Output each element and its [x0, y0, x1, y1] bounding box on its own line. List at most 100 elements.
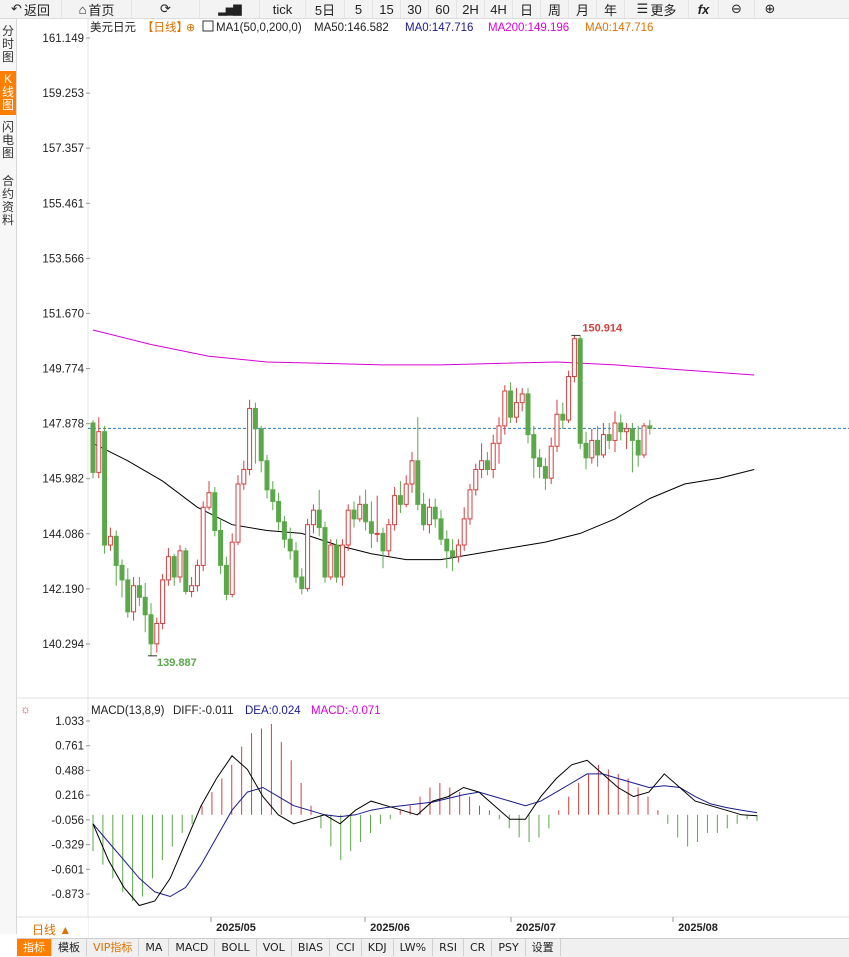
candle-up: [403, 483, 409, 505]
period-15m-button[interactable]: 15: [373, 0, 401, 18]
candle-up: [374, 532, 380, 535]
tab-kline[interactable]: K线图: [0, 71, 16, 115]
formula-button[interactable]: fx: [689, 0, 719, 18]
more-button[interactable]: ☰ 更多: [625, 0, 689, 18]
candle-up: [386, 524, 392, 552]
tab-boll[interactable]: BOLL: [215, 939, 257, 956]
candle-up: [461, 518, 467, 546]
candle-up: [229, 541, 235, 595]
tab-macd[interactable]: MACD: [169, 939, 216, 956]
ma200-line: [92, 329, 755, 376]
indicator-picture-icon[interactable]: [202, 20, 214, 32]
candle-up: [502, 390, 508, 427]
candle-up: [160, 579, 166, 624]
macd-tick-label: 1.033: [55, 716, 84, 728]
price-tick-label: 161.149: [42, 33, 84, 45]
tab-label: 分时图: [1, 24, 14, 64]
indicator-chart-button[interactable]: ▂▅▇: [200, 0, 260, 18]
back-button[interactable]: ↶ 返回: [0, 0, 62, 18]
period-indicator-box[interactable]: [17, 918, 88, 938]
settings-icon[interactable]: ⊕: [186, 22, 195, 34]
period-year-button[interactable]: 年: [597, 0, 625, 18]
ma-indicator-name: MA1(50,0,200,0): [216, 22, 302, 34]
tab-indicator[interactable]: 指标: [17, 939, 52, 956]
period-week-button[interactable]: 周: [541, 0, 569, 18]
candle-down: [334, 544, 340, 578]
macd-settings-icon[interactable]: ☼: [20, 702, 31, 716]
back-arrow-icon: ↶: [11, 1, 22, 16]
candle-down: [484, 460, 490, 470]
candle-down: [119, 564, 125, 581]
price-tick-label: 159.253: [42, 88, 84, 100]
macd-tick-label: -0.873: [51, 889, 84, 901]
candle-down: [606, 434, 612, 441]
period-4h-button[interactable]: 4H: [485, 0, 513, 18]
macd-tick-label: 0.216: [55, 790, 84, 802]
tab-bias[interactable]: BIAS: [292, 939, 331, 956]
ma0-value: MA0:147.716: [405, 22, 473, 34]
candle-down: [560, 413, 566, 421]
macd-name: MACD(13,8,9): [91, 705, 165, 717]
macd-tick-label: -0.056: [51, 815, 84, 827]
tab-settings[interactable]: 设置: [526, 939, 561, 956]
candle-down: [258, 428, 264, 462]
candle-down: [525, 393, 531, 436]
zoom-in-button[interactable]: ⊕: [755, 0, 785, 18]
tab-psy[interactable]: PSY: [492, 939, 526, 956]
tab-template[interactable]: 模板: [52, 939, 87, 956]
candle-down: [542, 466, 548, 479]
price-tick-label: 149.774: [42, 364, 84, 376]
tab-contract-info[interactable]: 合约资料: [0, 175, 16, 227]
candle-up: [519, 393, 525, 404]
period-5d-button[interactable]: 5日: [306, 0, 345, 18]
zoom-in-icon: ⊕: [764, 1, 776, 16]
refresh-button[interactable]: ⟳: [132, 0, 200, 18]
candle-up: [206, 492, 212, 508]
candle-down: [595, 439, 601, 456]
price-tick-label: 151.670: [42, 308, 84, 320]
candle-down: [102, 431, 108, 546]
tab-flash[interactable]: 闪电图: [0, 121, 16, 160]
period-month-button[interactable]: 月: [569, 0, 597, 18]
candle-down: [322, 527, 328, 578]
period-60m-button[interactable]: 60: [429, 0, 457, 18]
tab-rsi[interactable]: RSI: [433, 939, 464, 956]
tab-vol[interactable]: VOL: [257, 939, 292, 956]
candle-up: [200, 506, 206, 566]
candle-up: [305, 524, 311, 590]
candle-up: [426, 506, 432, 526]
candle-down: [299, 576, 305, 590]
price-tick-label: 157.357: [42, 143, 84, 155]
candle-up: [165, 556, 171, 581]
bar-chart-icon: ▂▅▇: [218, 3, 241, 16]
candle-up: [612, 422, 618, 441]
period-5m-button[interactable]: 5: [345, 0, 373, 18]
tab-cci[interactable]: CCI: [330, 939, 362, 956]
tick-button[interactable]: tick: [260, 0, 306, 18]
candle-up: [490, 442, 496, 470]
candle-down: [577, 338, 583, 444]
zoom-out-button[interactable]: ⊖: [719, 0, 755, 18]
period-2h-button[interactable]: 2H: [457, 0, 485, 18]
candle-up: [600, 434, 606, 456]
candle-up: [409, 460, 415, 485]
candle-up: [241, 468, 247, 485]
period-30m-button[interactable]: 30: [401, 0, 429, 18]
candle-down: [90, 422, 96, 473]
tab-lw[interactable]: LW%: [394, 939, 434, 956]
candle-up: [467, 489, 473, 520]
tab-ma[interactable]: MA: [139, 939, 170, 956]
candle-down: [363, 503, 369, 523]
tab-cr[interactable]: CR: [464, 939, 493, 956]
candle-down: [618, 422, 624, 433]
tab-vip-indicator[interactable]: VIP指标: [87, 939, 140, 956]
tab-timeshare[interactable]: 分时图: [0, 25, 16, 64]
period-indicator[interactable]: 日线 ▲: [32, 923, 71, 937]
candle-up: [571, 338, 577, 377]
home-button[interactable]: ⌂ 首页: [62, 0, 132, 18]
x-tick-label: 2025/05: [216, 922, 256, 934]
candle-down: [212, 492, 218, 532]
period-day-button[interactable]: 日: [513, 0, 541, 18]
tab-kdj[interactable]: KDJ: [362, 939, 394, 956]
